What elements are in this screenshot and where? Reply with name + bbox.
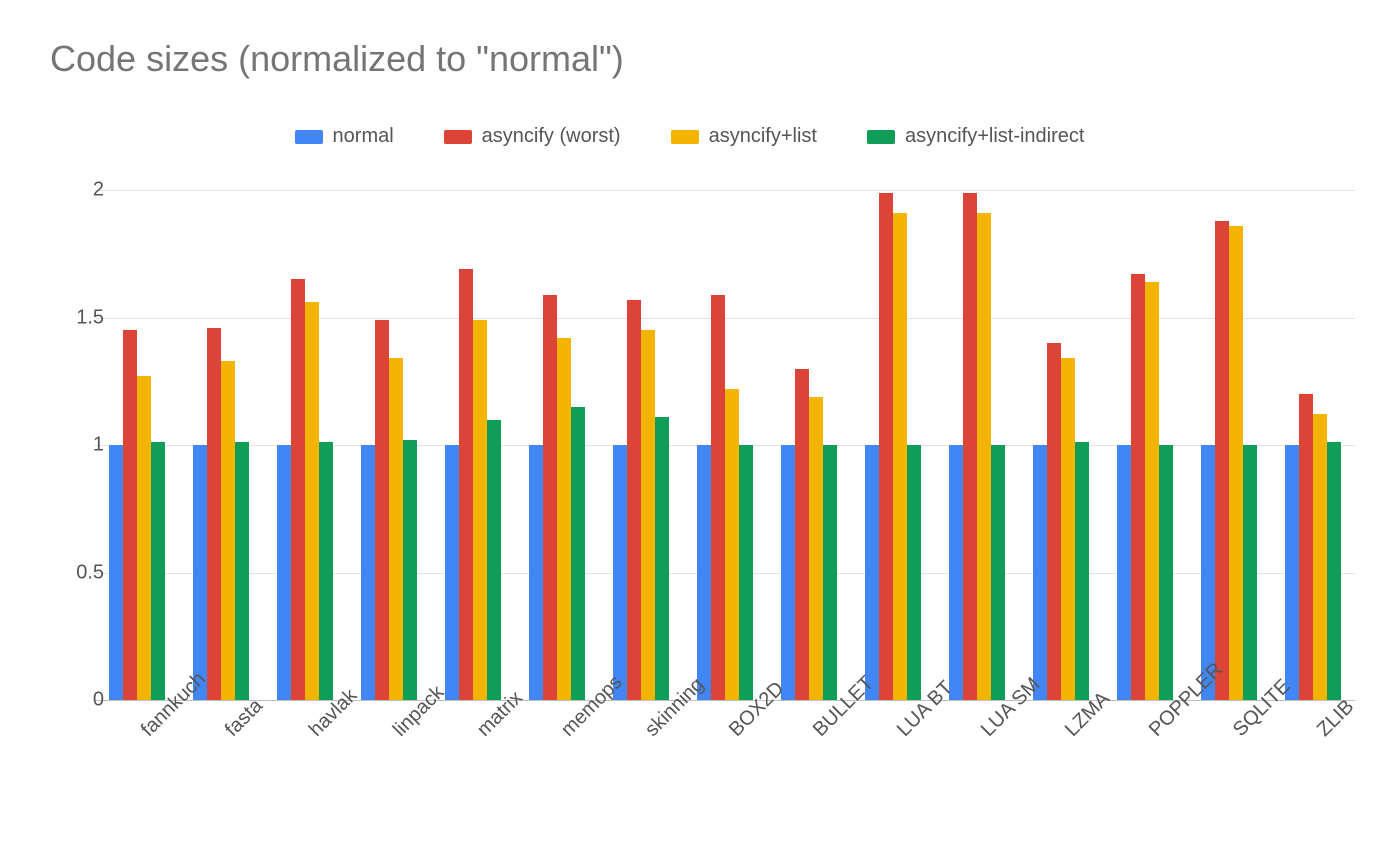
bar xyxy=(1145,282,1159,700)
x-tick-label: havlak xyxy=(305,725,321,741)
bar xyxy=(1075,442,1089,700)
bar xyxy=(291,279,305,700)
x-tick-label: LUA BT xyxy=(893,725,909,741)
bar xyxy=(375,320,389,700)
bar xyxy=(221,361,235,700)
bar xyxy=(473,320,487,700)
x-axis-labels: fannkuch fasta havlak linpack matrix memops sk… xyxy=(95,708,1355,848)
bar xyxy=(557,338,571,700)
x-tick-label: skinning xyxy=(641,725,657,741)
bar xyxy=(571,407,585,700)
x-tick-label: memops xyxy=(557,725,573,741)
bar xyxy=(893,213,907,700)
bar xyxy=(1313,414,1327,700)
bar xyxy=(403,440,417,700)
bar xyxy=(781,445,795,700)
bar xyxy=(109,445,123,700)
x-tick-label: BULLET xyxy=(809,725,825,741)
chart-legend: normal asyncify (worst) asyncify+list async… xyxy=(0,125,1379,148)
bar xyxy=(1215,221,1229,700)
y-tick-label: 0 xyxy=(93,689,104,712)
bar xyxy=(613,445,627,700)
bar xyxy=(823,445,837,700)
bar xyxy=(725,389,739,700)
y-tick-label: 1 xyxy=(93,434,104,457)
bar xyxy=(277,445,291,700)
x-tick-label: fasta xyxy=(221,725,237,741)
x-tick-label: ZLIB xyxy=(1313,725,1329,741)
bar xyxy=(123,330,137,700)
bar xyxy=(137,376,151,700)
chart-title: Code sizes (normalized to "normal") xyxy=(50,38,624,80)
x-tick-label: BOX2D xyxy=(725,725,741,741)
bar xyxy=(235,442,249,700)
bar xyxy=(739,445,753,700)
x-tick-label: POPPLER xyxy=(1145,725,1161,741)
y-tick-label: 0.5 xyxy=(76,561,104,584)
legend-swatch xyxy=(444,130,472,144)
x-tick-label: SQLITE xyxy=(1229,725,1245,741)
bar xyxy=(1033,445,1047,700)
bar xyxy=(459,269,473,700)
bar xyxy=(1299,394,1313,700)
bar xyxy=(1229,226,1243,700)
legend-label: asyncify+list xyxy=(709,125,817,148)
bar xyxy=(697,445,711,700)
bar xyxy=(655,417,669,700)
x-tick-label: linpack xyxy=(389,725,405,741)
y-tick-label: 2 xyxy=(93,179,104,202)
bar xyxy=(193,445,207,700)
bar xyxy=(305,302,319,700)
bar xyxy=(319,442,333,700)
bar xyxy=(1047,343,1061,700)
bar xyxy=(907,445,921,700)
legend-item: asyncify+list xyxy=(671,125,817,148)
bar xyxy=(361,445,375,700)
bar xyxy=(487,420,501,701)
bar xyxy=(445,445,459,700)
bar xyxy=(865,445,879,700)
legend-swatch xyxy=(867,130,895,144)
gridline xyxy=(95,700,1355,701)
bar xyxy=(1285,445,1299,700)
x-tick-label: LZMA xyxy=(1061,725,1077,741)
code-size-chart: Code sizes (normalized to "normal") norm… xyxy=(0,0,1379,852)
bar xyxy=(1131,274,1145,700)
x-tick-label: fannkuch xyxy=(137,725,153,741)
bar xyxy=(977,213,991,700)
bar xyxy=(1327,442,1341,700)
bar xyxy=(627,300,641,700)
bar xyxy=(389,358,403,700)
bar xyxy=(1243,445,1257,700)
legend-label: asyncify+list-indirect xyxy=(905,125,1085,148)
bars-layer xyxy=(95,190,1355,700)
bar xyxy=(1117,445,1131,700)
bar xyxy=(991,445,1005,700)
legend-swatch xyxy=(671,130,699,144)
x-tick-label: LUA SM xyxy=(977,725,993,741)
legend-swatch xyxy=(295,130,323,144)
bar xyxy=(207,328,221,700)
legend-label: normal xyxy=(333,125,394,148)
bar xyxy=(529,445,543,700)
bar xyxy=(1061,358,1075,700)
bar xyxy=(795,369,809,701)
x-tick-label: matrix xyxy=(473,725,489,741)
bar xyxy=(151,442,165,700)
legend-label: asyncify (worst) xyxy=(482,125,621,148)
bar xyxy=(1159,445,1173,700)
bar xyxy=(963,193,977,700)
bar xyxy=(809,397,823,700)
plot-area xyxy=(95,190,1355,700)
bar xyxy=(879,193,893,700)
legend-item: asyncify (worst) xyxy=(444,125,621,148)
legend-item: asyncify+list-indirect xyxy=(867,125,1085,148)
legend-item: normal xyxy=(295,125,394,148)
bar xyxy=(543,295,557,700)
bar xyxy=(641,330,655,700)
bar xyxy=(949,445,963,700)
y-tick-label: 1.5 xyxy=(76,306,104,329)
bar xyxy=(711,295,725,700)
